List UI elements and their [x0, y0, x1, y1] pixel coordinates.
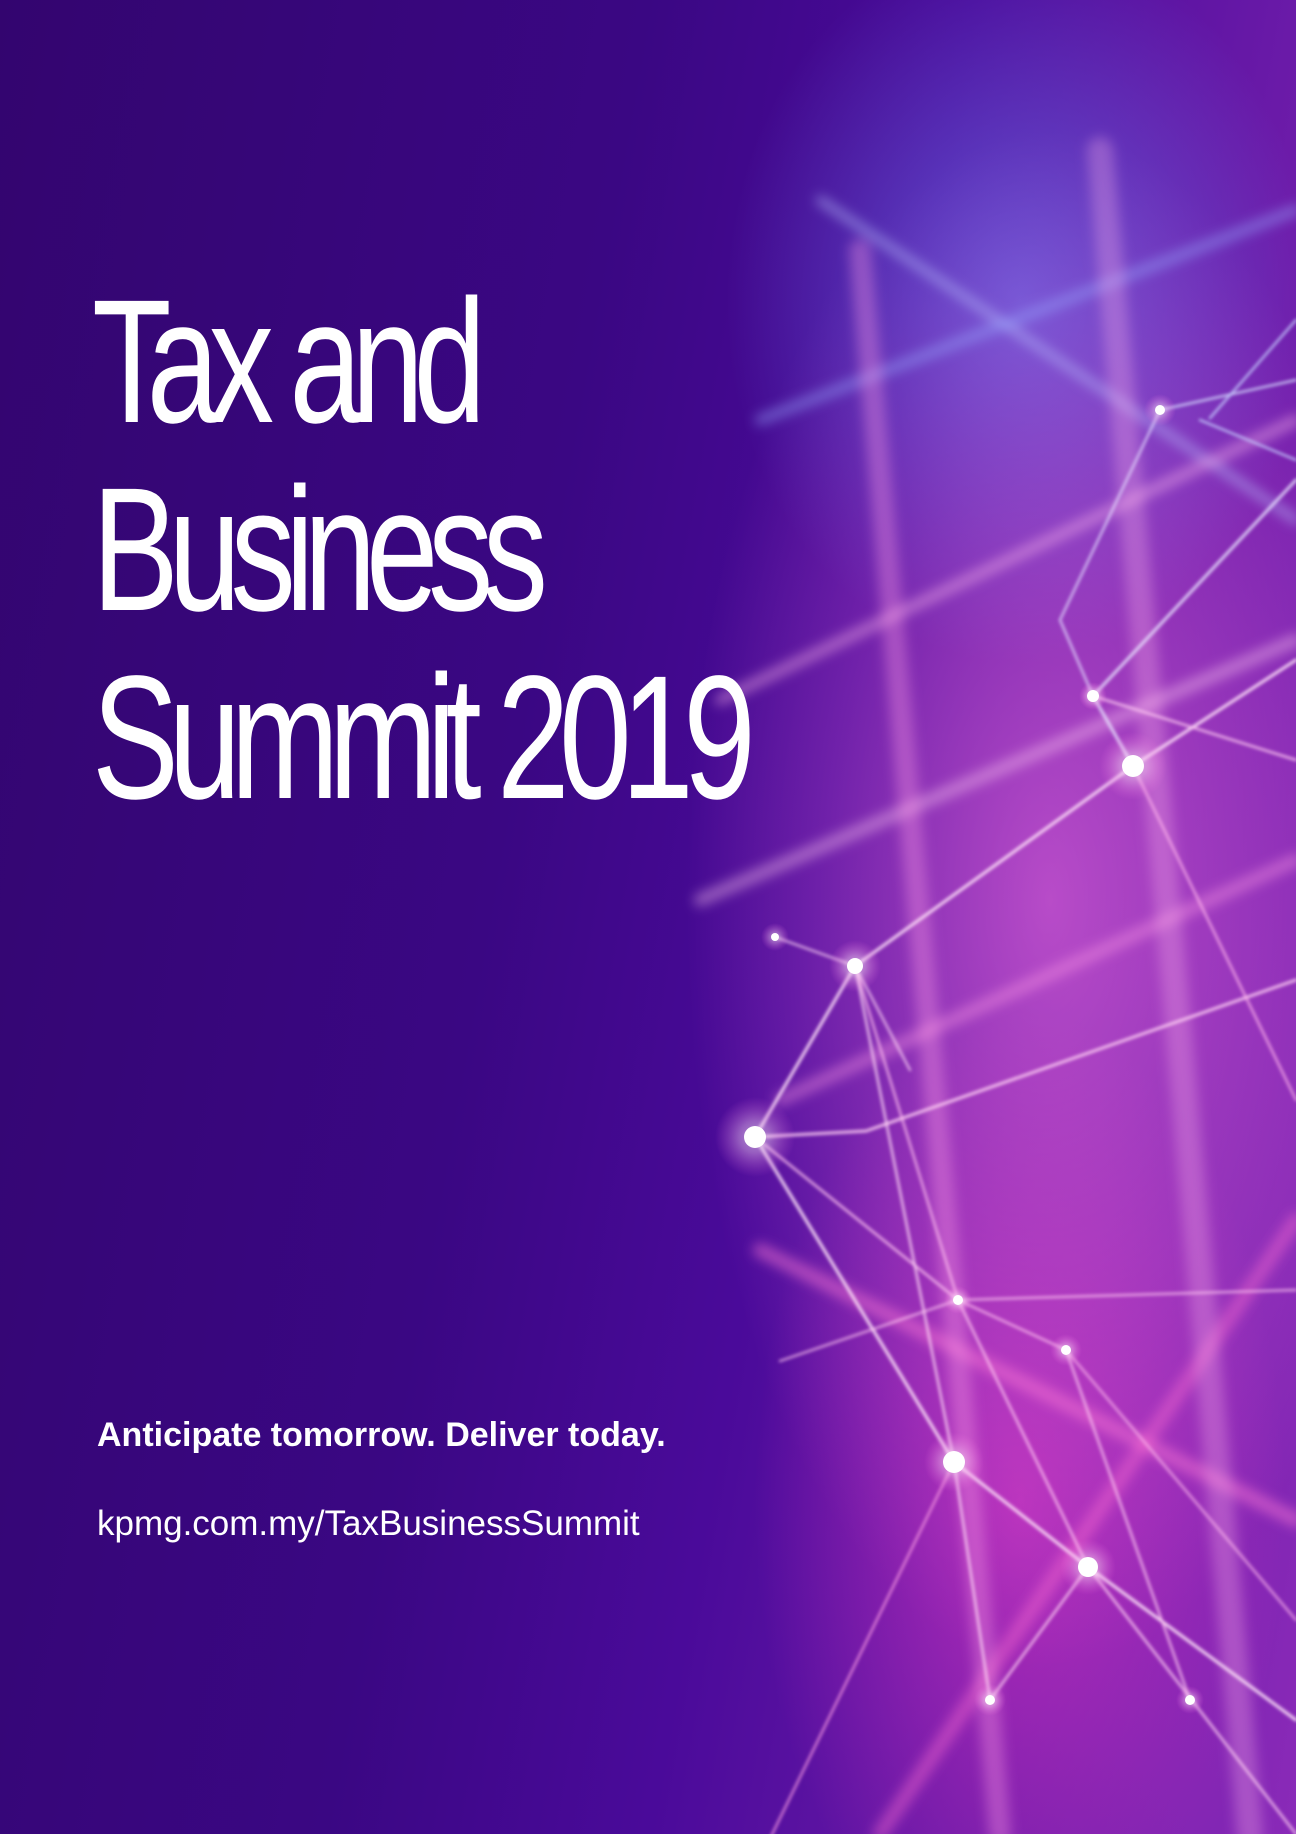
summit-url-link[interactable]: kpmg.com.my/TaxBusinessSummit	[97, 1504, 640, 1543]
title-line-2: Business	[92, 452, 548, 648]
blurred-strands	[694, 137, 1296, 1834]
title-line-3: Summit 2019	[92, 640, 756, 836]
title-line-1: Tax and	[92, 264, 486, 460]
summit-title: Tax and Business Summit 2019	[92, 264, 756, 836]
network-nodes	[715, 394, 1204, 1716]
tagline: Anticipate tomorrow. Deliver today.	[97, 1416, 666, 1454]
